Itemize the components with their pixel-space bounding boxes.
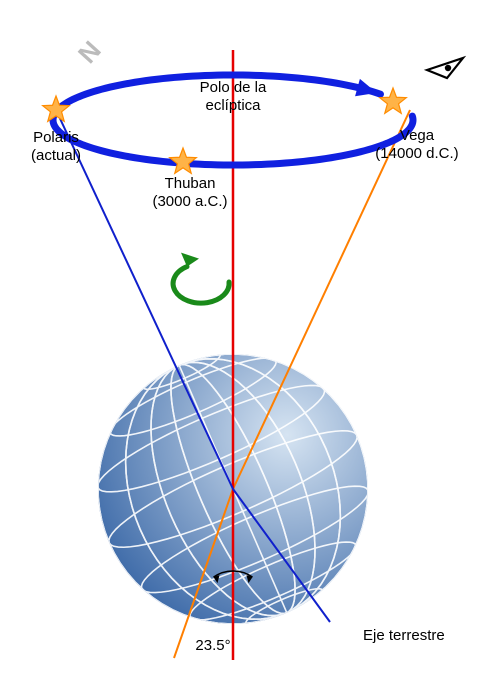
thuban-label-2: (3000 a.C.) [152,193,227,210]
north-n-label: N [72,35,107,69]
polo-label-2: eclíptica [205,97,261,114]
eje-terrestre-label: Eje terrestre [363,627,445,644]
polo-label-1: Polo de la [200,79,267,96]
vega-label-2: (14000 d.C.) [375,145,458,162]
eye-pupil [445,65,451,71]
thuban-star-icon [170,148,197,173]
vega-star-icon [380,88,407,113]
vega-label-1: Vega [400,127,435,144]
rotation-arrowhead [181,253,199,267]
polaris-label-2: (actual) [31,147,81,164]
thuban-label-1: Thuban [165,175,216,192]
polaris-label-1: Polaris [33,129,79,146]
angle-label: 23.5° [195,637,230,654]
rotation-arrow [173,267,229,304]
